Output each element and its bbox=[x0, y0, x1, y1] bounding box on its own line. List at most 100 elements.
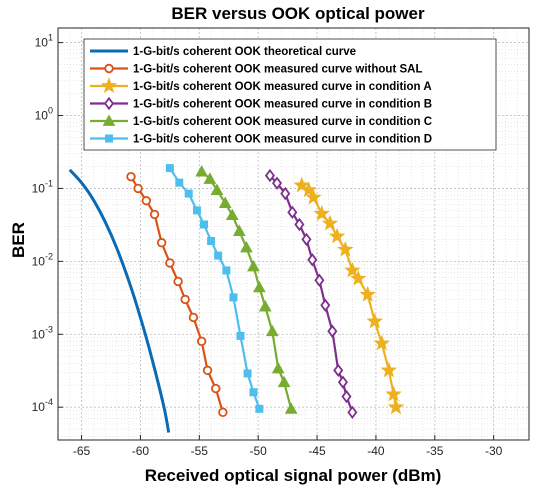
data-point-series-2 bbox=[344, 261, 361, 278]
data-point-series-2 bbox=[387, 398, 405, 415]
data-point-series-2 bbox=[328, 227, 346, 244]
y-tick-label: 10-3 bbox=[32, 324, 53, 341]
data-point-series-5 bbox=[175, 178, 184, 187]
data-point-series-2 bbox=[337, 240, 354, 257]
y-tick-label: 10-1 bbox=[32, 178, 53, 195]
data-point-series-3 bbox=[347, 405, 358, 420]
data-point-series-3 bbox=[301, 232, 312, 247]
legend-marker-4 bbox=[102, 114, 116, 126]
x-tick-label: -65 bbox=[73, 444, 91, 458]
y-tick-label: 10-2 bbox=[32, 251, 53, 268]
data-point-series-1 bbox=[173, 276, 183, 287]
legend-label-1: 1-G-bit/s coherent OOK measured curve wi… bbox=[133, 64, 422, 76]
legend-label-2: 1-G-bit/s coherent OOK measured curve in… bbox=[133, 81, 432, 93]
data-point-series-5 bbox=[214, 251, 223, 260]
data-point-series-2 bbox=[366, 312, 383, 329]
data-point-series-3 bbox=[264, 168, 275, 183]
data-point-series-1 bbox=[202, 365, 213, 376]
data-point-series-2 bbox=[373, 334, 390, 351]
data-point-series-3 bbox=[294, 217, 305, 232]
data-point-series-5 bbox=[165, 164, 174, 173]
data-point-series-1 bbox=[218, 407, 228, 418]
data-point-series-1 bbox=[211, 383, 221, 394]
data-point-series-2 bbox=[359, 285, 376, 302]
legend-box bbox=[83, 38, 497, 151]
data-point-series-1 bbox=[156, 238, 167, 248]
x-axis-label: Received optical signal power (dBm) bbox=[145, 466, 442, 485]
data-point-series-1 bbox=[180, 294, 190, 305]
data-point-series-4 bbox=[232, 224, 246, 236]
data-point-series-2 bbox=[305, 188, 322, 205]
data-point-series-4 bbox=[210, 183, 224, 195]
data-point-series-4 bbox=[277, 375, 291, 388]
data-point-series-4 bbox=[203, 172, 217, 184]
data-point-series-1 bbox=[196, 336, 207, 347]
data-point-series-3 bbox=[341, 389, 352, 404]
data-point-series-5 bbox=[222, 266, 231, 275]
data-point-series-4 bbox=[271, 361, 285, 374]
chart-title: BER versus OOK optical power bbox=[171, 4, 425, 23]
legend-marker-5 bbox=[105, 134, 113, 143]
data-point-series-3 bbox=[333, 363, 344, 378]
x-tick-label: -50 bbox=[250, 444, 268, 458]
data-point-series-1 bbox=[141, 195, 152, 206]
data-point-series-2 bbox=[385, 385, 402, 402]
legend-marker-2 bbox=[100, 77, 118, 94]
data-point-series-4 bbox=[258, 300, 272, 312]
data-point-series-4 bbox=[253, 280, 266, 293]
data-point-series-5 bbox=[236, 331, 245, 340]
legend: 1-G-bit/s coherent OOK theoretical curve… bbox=[83, 38, 497, 151]
legend-marker-3 bbox=[103, 96, 115, 111]
x-tick-label: -40 bbox=[367, 444, 385, 458]
series-line-0 bbox=[68, 168, 171, 433]
data-point-series-3 bbox=[337, 375, 348, 389]
data-point-series-2 bbox=[313, 205, 330, 221]
data-point-series-1 bbox=[126, 171, 136, 182]
y-tick-label: 100 bbox=[35, 106, 53, 123]
data-point-series-3 bbox=[271, 176, 283, 190]
x-tick-label: -30 bbox=[485, 444, 503, 458]
data-point-series-2 bbox=[321, 214, 339, 231]
series-layer bbox=[68, 164, 405, 433]
data-point-series-5 bbox=[249, 388, 258, 397]
data-point-series-3 bbox=[320, 298, 331, 312]
legend-marker-1 bbox=[104, 63, 114, 74]
x-tick-label: -60 bbox=[132, 444, 150, 458]
plot-area-frame bbox=[57, 27, 530, 441]
data-point-series-4 bbox=[218, 196, 232, 208]
legend-label-4: 1-G-bit/s coherent OOK measured curve in… bbox=[133, 116, 432, 128]
data-point-series-4 bbox=[225, 208, 239, 221]
data-point-series-5 bbox=[200, 220, 209, 229]
data-point-series-3 bbox=[287, 205, 298, 220]
data-point-series-2 bbox=[380, 361, 398, 378]
data-point-series-1 bbox=[149, 209, 160, 220]
data-point-series-2 bbox=[293, 176, 310, 193]
x-tick-label: -45 bbox=[308, 444, 326, 458]
data-point-series-5 bbox=[229, 293, 238, 302]
y-axis-label: BER bbox=[9, 222, 28, 258]
data-point-series-2 bbox=[350, 269, 367, 286]
data-point-series-1 bbox=[133, 183, 143, 194]
data-point-series-5 bbox=[184, 189, 193, 198]
legend-label-3: 1-G-bit/s coherent OOK measured curve in… bbox=[133, 99, 432, 111]
data-point-series-5 bbox=[255, 404, 264, 413]
y-tick-label: 101 bbox=[35, 33, 53, 50]
data-point-series-5 bbox=[192, 206, 201, 215]
data-point-series-1 bbox=[165, 258, 175, 268]
data-point-series-3 bbox=[314, 273, 325, 287]
y-tick-label: 10-4 bbox=[32, 397, 53, 414]
tick-layer: -65 -60 -55 -50 -45 -40 -35 -30 101 100 10-1 10-2 10… bbox=[32, 33, 503, 458]
data-point-series-5 bbox=[243, 369, 252, 378]
data-point-series-1 bbox=[188, 312, 199, 323]
data-point-series-3 bbox=[280, 186, 291, 201]
data-point-series-5 bbox=[207, 237, 216, 246]
x-tick-label: -35 bbox=[426, 444, 444, 458]
data-point-series-4 bbox=[265, 324, 279, 337]
data-point-series-4 bbox=[284, 402, 298, 414]
legend-label-0: 1-G-bit/s coherent OOK theoretical curve bbox=[133, 46, 356, 58]
data-point-series-4 bbox=[240, 240, 253, 253]
data-point-series-2 bbox=[300, 181, 317, 198]
data-point-series-4 bbox=[247, 259, 260, 272]
x-tick-label: -55 bbox=[191, 444, 209, 458]
